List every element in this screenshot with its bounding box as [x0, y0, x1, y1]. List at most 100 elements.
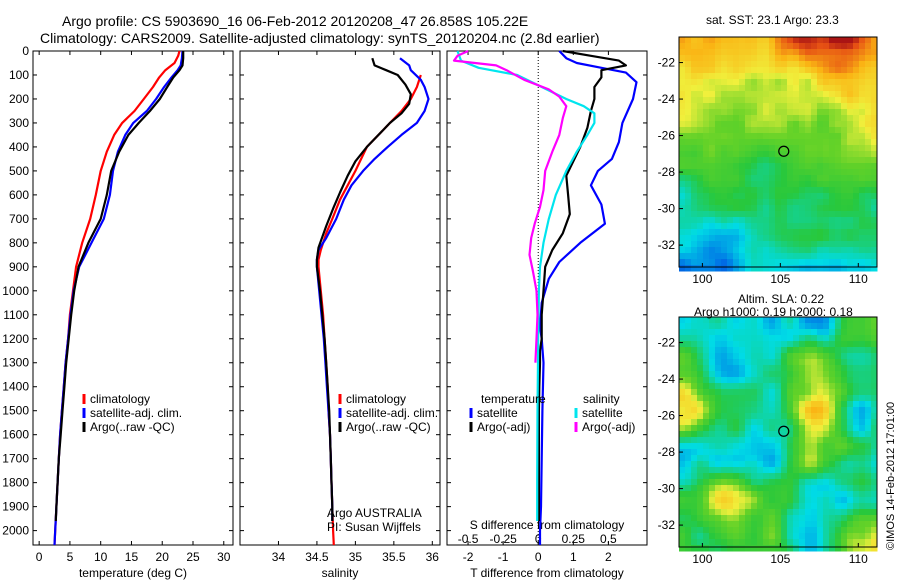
sst-map-cell: [847, 157, 854, 164]
sla-map-cell: [787, 383, 794, 390]
sla-map-cell: [739, 455, 746, 462]
sst-map-cell: [871, 151, 878, 158]
sla-map-cell: [805, 527, 812, 534]
sst-map-cell: [697, 241, 704, 248]
sst-map-cell: [727, 265, 734, 272]
sst-map-cell: [781, 55, 788, 62]
sst-map-cell: [793, 55, 800, 62]
sla-map-cell: [823, 485, 830, 492]
sst-map-cell: [865, 91, 872, 98]
sla-map-cell: [775, 431, 782, 438]
sst-map-cell: [811, 61, 818, 68]
sst-map-cell: [841, 151, 848, 158]
sla-map-cell: [841, 479, 848, 486]
sla-map-cell: [859, 317, 866, 324]
sst-map-cell: [775, 55, 782, 62]
sst-map-cell: [859, 145, 866, 152]
sst-map-cell: [691, 205, 698, 212]
sst-map-cell: [859, 253, 866, 260]
sst-map-cell: [865, 67, 872, 74]
sst-map-cell: [775, 37, 782, 44]
sst-map-cell: [787, 253, 794, 260]
sla-map-cell: [697, 497, 704, 504]
sst-map-cell: [829, 193, 836, 200]
sst-map-cell: [697, 37, 704, 44]
sst-map-cell: [799, 151, 806, 158]
sst-map-cell: [823, 187, 830, 194]
sst-map-cell: [811, 259, 818, 266]
sla-map-cell: [709, 473, 716, 480]
difference-series-s-satellite: [456, 50, 596, 521]
sst-map-xtick-label: 110: [849, 272, 868, 286]
sla-map-cell: [799, 347, 806, 354]
sla-map-cell: [727, 335, 734, 342]
sst-map-cell: [829, 247, 836, 254]
sst-map-cell: [775, 139, 782, 146]
sst-map-cell: [709, 43, 716, 50]
sst-map-cell: [799, 217, 806, 224]
sla-map-cell: [757, 497, 764, 504]
sst-map-cell: [721, 61, 728, 68]
sla-map-cell: [703, 533, 710, 540]
sla-map-cell: [787, 437, 794, 444]
sla-map-cell: [859, 335, 866, 342]
sla-map-cell: [709, 491, 716, 498]
sst-map-cell: [697, 253, 704, 260]
sla-map-cell: [817, 437, 824, 444]
sla-map-cell: [691, 449, 698, 456]
sla-map-cell: [739, 329, 746, 336]
sla-map-cell: [685, 515, 692, 522]
sla-map-cell: [811, 497, 818, 504]
sla-map-cell: [757, 347, 764, 354]
salinity-legend-label: climatology: [346, 392, 406, 406]
sla-map-cell: [817, 347, 824, 354]
sla-map-cell: [679, 437, 686, 444]
sst-map-cell: [697, 133, 704, 140]
sla-map-cell: [823, 407, 830, 414]
sst-map-cell: [757, 265, 764, 272]
sla-map-cell: [769, 473, 776, 480]
sst-map-cell: [823, 55, 830, 62]
sla-map-cell: [691, 455, 698, 462]
sst-map-cell: [829, 181, 836, 188]
sst-map-cell: [745, 229, 752, 236]
sla-map-cell: [691, 533, 698, 540]
sla-map-cell: [865, 395, 872, 402]
sst-map-cell: [787, 121, 794, 128]
sla-map-cell: [715, 359, 722, 366]
sst-map-cell: [787, 217, 794, 224]
sla-map-cell: [793, 383, 800, 390]
sla-map-cell: [859, 401, 866, 408]
sst-map-cell: [751, 91, 758, 98]
sst-map-cell: [841, 223, 848, 230]
sst-map-cell: [817, 169, 824, 176]
sla-map-cell: [775, 413, 782, 420]
sst-map-cell: [841, 259, 848, 266]
sst-map-cell: [703, 103, 710, 110]
sla-map-cell: [715, 407, 722, 414]
sla-map-cell: [697, 359, 704, 366]
sst-map-cell: [697, 175, 704, 182]
sst-map-cell: [679, 181, 686, 188]
sst-map-cell: [871, 115, 878, 122]
sla-map-cell: [847, 383, 854, 390]
sst-map-cell: [829, 79, 836, 86]
sst-map-cell: [769, 259, 776, 266]
sla-map-cell: [799, 353, 806, 360]
sst-map-cell: [709, 253, 716, 260]
sla-map-cell: [727, 413, 734, 420]
sla-map-cell: [751, 497, 758, 504]
sst-map-cell: [757, 223, 764, 230]
sst-map-cell: [745, 91, 752, 98]
sla-map-cell: [859, 365, 866, 372]
sst-map-cell: [697, 247, 704, 254]
sla-map-cell: [697, 515, 704, 522]
sst-map-cell: [703, 175, 710, 182]
sla-map-cell: [751, 479, 758, 486]
sst-map-cell: [835, 163, 842, 170]
sla-map-cell: [745, 515, 752, 522]
sla-map-cell: [859, 497, 866, 504]
sst-map-cell: [691, 253, 698, 260]
sst-map-cell: [739, 211, 746, 218]
sst-map-cell: [757, 103, 764, 110]
